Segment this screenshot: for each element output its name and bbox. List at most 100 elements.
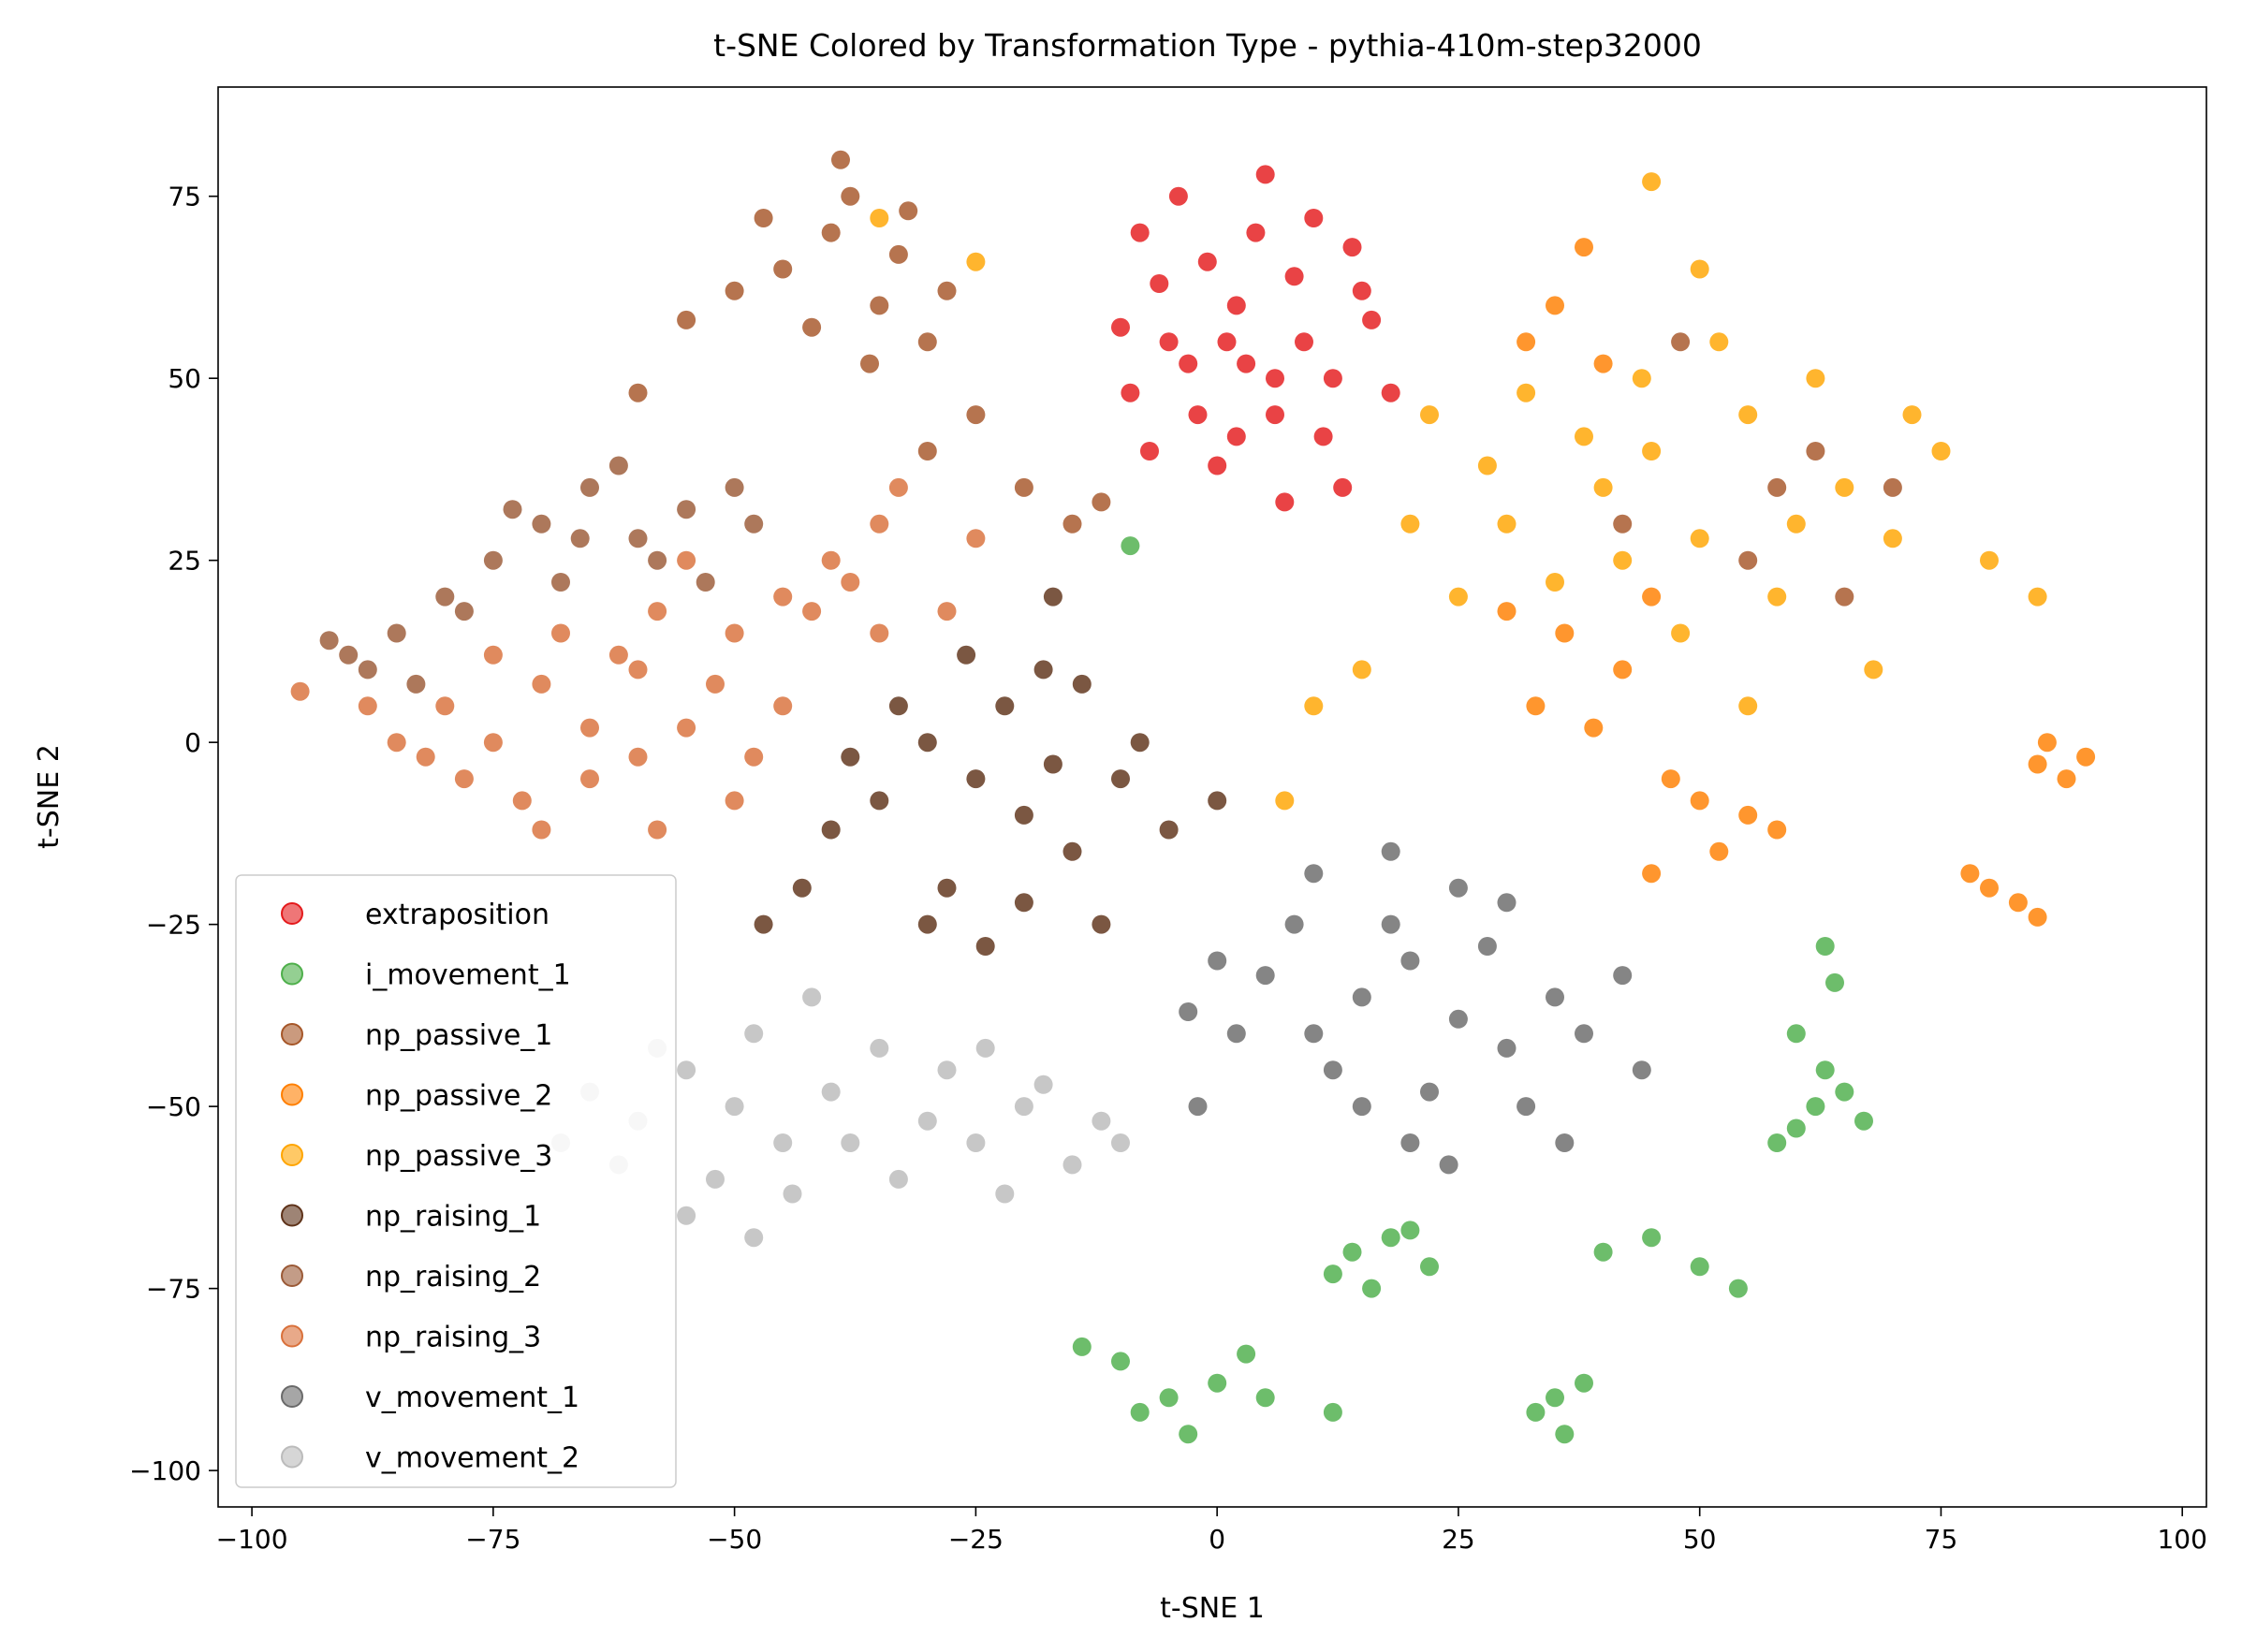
point-np_passive_1-7: [937, 281, 957, 300]
point-np_passive_2-15: [2057, 769, 2076, 789]
point-np_raising_2-19: [696, 573, 715, 592]
point-i_movement_1-13: [1362, 1279, 1382, 1298]
series-np_raising_1: [754, 587, 1227, 956]
point-np_raising_3-8: [821, 550, 841, 570]
point-np_raising_3-5: [677, 718, 696, 738]
point-extraposition-18: [1197, 252, 1217, 271]
point-np_passive_1-8: [754, 209, 773, 227]
point-i_movement_1-29: [1825, 972, 1844, 992]
point-np_raising_1-23: [1043, 587, 1062, 607]
point-np_passive_1-9: [860, 354, 879, 373]
point-np_passive_3-33: [1632, 369, 1651, 388]
point-i_movement_1-12: [1400, 1221, 1420, 1240]
point-v_movement_2-15: [937, 1060, 957, 1080]
point-np_raising_3-7: [773, 587, 793, 607]
point-np_raising_3-29: [937, 602, 957, 621]
point-i_movement_1-9: [1381, 1228, 1400, 1248]
point-v_movement_1-2: [1448, 1009, 1468, 1029]
point-np_raising_2-5: [387, 623, 406, 643]
point-np_passive_2-11: [1661, 769, 1680, 789]
point-extraposition-23: [1304, 209, 1324, 227]
point-np_passive_1-10: [725, 281, 744, 300]
point-np_raising_2-9: [725, 477, 744, 497]
point-np_passive_3-18: [1352, 660, 1371, 680]
point-i_movement_1-0: [1111, 1352, 1130, 1371]
point-np_raising_1-7: [937, 878, 957, 898]
point-np_raising_2-13: [503, 500, 522, 519]
point-i_movement_1-18: [1806, 1097, 1825, 1117]
point-i_movement_1-8: [1342, 1242, 1362, 1262]
point-np_raising_3-2: [532, 674, 551, 694]
point-i_movement_1-22: [1815, 1060, 1835, 1080]
point-np_raising_2-2: [628, 529, 648, 548]
point-v_movement_1-17: [1613, 966, 1633, 986]
point-i_movement_1-10: [1420, 1257, 1439, 1277]
point-np_passive_3-23: [1690, 259, 1709, 279]
point-np_passive_3-21: [2028, 587, 2047, 607]
y-tick-label: −75: [146, 1274, 201, 1305]
y-tick-label: −50: [146, 1091, 201, 1122]
point-np_passive_3-12: [1767, 587, 1787, 607]
point-np_passive_2-17: [2037, 733, 2057, 753]
y-tick-label: −100: [129, 1455, 201, 1486]
point-extraposition-28: [1342, 238, 1362, 257]
legend: extraposition i_movement_1 np_passive_1 np_…: [235, 874, 677, 1488]
point-np_raising_3-28: [870, 623, 889, 643]
point-extraposition-5: [1208, 456, 1227, 475]
point-np_passive_1-2: [773, 259, 793, 279]
series-extraposition: [1111, 165, 1400, 512]
point-v_movement_1-19: [1497, 893, 1517, 913]
point-np_raising_2-14: [648, 550, 667, 570]
point-v_movement_2-10: [966, 1133, 986, 1152]
point-v_movement_2-17: [1033, 1075, 1053, 1094]
legend-marker-i_movement_1: [281, 962, 303, 986]
point-extraposition-19: [1284, 267, 1304, 286]
point-np_passive_3-20: [1806, 369, 1825, 388]
point-np_passive_2-10: [1738, 805, 1758, 825]
point-extraposition-25: [1159, 332, 1179, 352]
point-np_raising_3-4: [628, 660, 648, 680]
point-np_raising_3-9: [870, 514, 889, 534]
chart-title: t-SNE Colored by Transformation Type - p…: [713, 27, 1702, 64]
point-i_movement_1-2: [1208, 1373, 1227, 1393]
point-i_movement_1-15: [1575, 1373, 1593, 1393]
point-i_movement_1-7: [1255, 1388, 1275, 1408]
legend-label-np_passive_2: np_passive_2: [365, 1080, 552, 1113]
point-extraposition-12: [1140, 442, 1159, 461]
point-np_passive_3-13: [1477, 456, 1497, 475]
point-np_raising_1-24: [1208, 791, 1227, 811]
point-i_movement_1-26: [1728, 1279, 1748, 1298]
y-tick-label: 0: [184, 727, 201, 758]
point-np_passive_1-23: [1613, 514, 1633, 534]
point-v_movement_1-14: [1400, 1133, 1420, 1152]
point-v_movement_1-18: [1352, 1097, 1371, 1117]
point-v_movement_1-7: [1255, 966, 1275, 986]
point-np_raising_1-1: [1014, 805, 1033, 825]
point-np_passive_3-14: [1613, 550, 1633, 570]
point-np_raising_2-16: [570, 529, 590, 548]
point-np_passive_3-2: [1690, 529, 1709, 548]
point-np_raising_1-0: [966, 769, 986, 789]
point-np_passive_2-14: [2028, 754, 2047, 774]
point-np_raising_2-11: [608, 456, 628, 475]
point-np_raising_2-3: [483, 550, 503, 570]
point-np_passive_1-6: [888, 244, 908, 264]
point-np_raising_1-15: [1043, 754, 1062, 774]
point-np_passive_1-21: [1671, 332, 1691, 352]
point-np_passive_1-17: [1767, 477, 1787, 497]
point-extraposition-20: [1333, 477, 1353, 497]
point-np_passive_3-25: [1517, 383, 1536, 402]
point-np_raising_1-6: [1111, 769, 1130, 789]
point-v_movement_2-26: [744, 1228, 764, 1248]
point-np_passive_3-8: [1671, 623, 1691, 643]
point-extraposition-2: [1266, 405, 1284, 425]
point-np_passive_2-13: [1709, 841, 1729, 861]
point-v_movement_2-11: [1014, 1097, 1033, 1117]
point-extraposition-7: [1111, 317, 1130, 337]
point-i_movement_1-32: [1121, 536, 1140, 556]
point-extraposition-21: [1121, 383, 1140, 402]
point-extraposition-10: [1352, 281, 1371, 300]
point-np_raising_1-21: [1014, 893, 1033, 913]
point-v_movement_1-27: [1179, 1002, 1198, 1021]
point-np_passive_3-9: [1575, 427, 1593, 446]
